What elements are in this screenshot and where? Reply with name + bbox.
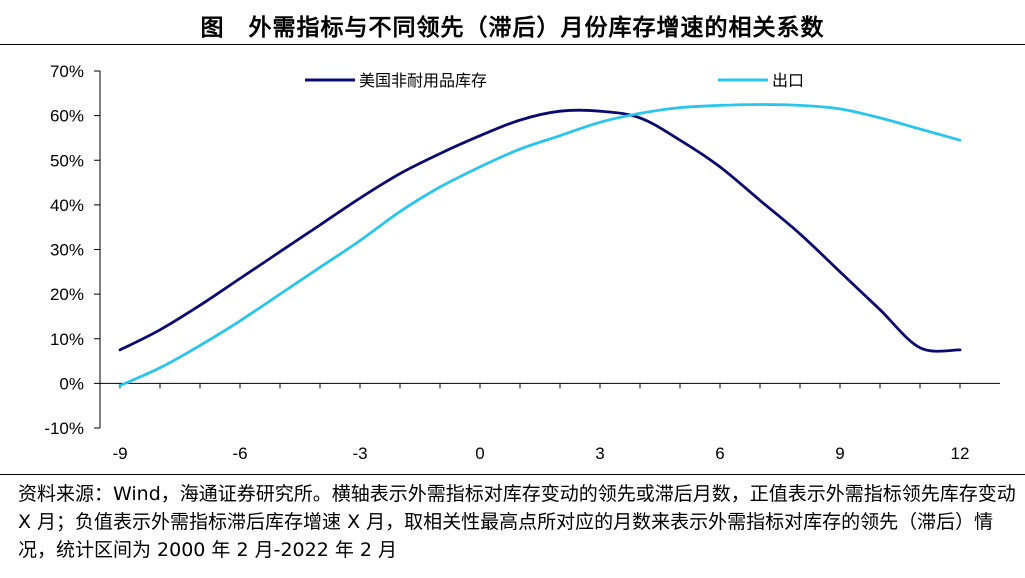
y-tick-label: 30% <box>50 241 84 260</box>
legend-label: 美国非耐用品库存 <box>359 72 487 90</box>
series-line-2 <box>118 103 962 387</box>
x-tick-label: 9 <box>835 444 844 463</box>
legend: 美国非耐用品库存 出口 <box>305 72 804 90</box>
note-bar <box>0 474 1025 578</box>
x-tick-label: 0 <box>475 444 484 463</box>
y-tick-label: 0% <box>59 374 84 393</box>
line-chart: -10%0%10%20%30%40%50%60%70%-9 -6 -3 0 3 6 9 12 … <box>44 62 1000 463</box>
y-tick-label: 60% <box>50 107 84 126</box>
source-note: 资料来源：Wind，海通证券研究所。横轴表示外需指标对库存变动的领先或滞后月数，… <box>18 483 1016 561</box>
x-tick-label: 12 <box>951 444 970 463</box>
x-tick-label: -3 <box>352 444 367 463</box>
y-tick-label: 50% <box>50 151 84 170</box>
x-tick-label: -9 <box>112 444 127 463</box>
y-tick-label: -10% <box>44 419 84 438</box>
title-bar <box>0 0 1025 45</box>
figure-title: 图 外需指标与不同领先（滞后）月份库存增速的相关系数 <box>200 14 825 41</box>
y-tick-label: 70% <box>50 62 84 81</box>
axes <box>94 70 1000 429</box>
x-tick-label: -6 <box>232 444 247 463</box>
tick-labels: -10% 0% 10% 20% 30% 40% 50% 60% 70% -9 -6 -3 0 3 6 9 12 <box>44 62 969 463</box>
y-tick-label: 20% <box>50 285 84 304</box>
y-tick-label: 40% <box>50 196 84 215</box>
y-tick-label: 10% <box>50 330 84 349</box>
series-lines <box>118 103 962 387</box>
legend-label: 出口 <box>772 72 804 90</box>
x-tick-label: 6 <box>715 444 724 463</box>
series-line-1 <box>118 108 962 353</box>
x-tick-label: 3 <box>595 444 604 463</box>
